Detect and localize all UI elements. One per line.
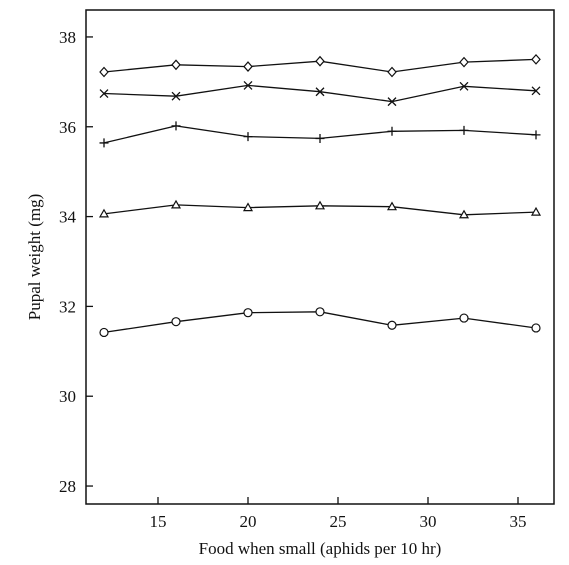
data-point-diamond (531, 53, 541, 65)
series-plus (99, 121, 541, 148)
x-tick-label: 30 (420, 512, 437, 531)
x-axis-label: Food when small (aphids per 10 hr) (199, 539, 442, 558)
data-point-circle (243, 308, 253, 318)
y-tick-label: 36 (59, 118, 76, 137)
data-point-triangle (530, 206, 542, 216)
x-tick-label: 25 (330, 512, 347, 531)
x-tick-label: 35 (510, 512, 527, 531)
plot-frame (85, 9, 555, 505)
y-tick-label: 34 (59, 208, 77, 227)
data-point-circle (531, 323, 541, 333)
data-point-triangle (314, 200, 326, 210)
x-tick-label: 20 (240, 512, 257, 531)
data-point-plus (99, 138, 109, 148)
x-tick-label: 15 (150, 512, 167, 531)
data-point-cross (243, 80, 253, 90)
data-point-triangle (242, 202, 254, 212)
data-point-plus (531, 130, 541, 140)
series-line (103, 84, 537, 103)
series-diamond (99, 53, 541, 78)
data-point-diamond (315, 55, 325, 67)
data-point-diamond (459, 56, 469, 68)
series-cross (99, 80, 541, 107)
data-point-cross (315, 87, 325, 97)
y-tick-label: 28 (59, 477, 76, 496)
series-triangle (98, 199, 542, 219)
data-point-circle (315, 307, 325, 317)
data-point-plus (459, 125, 469, 135)
data-point-circle (459, 313, 469, 323)
data-point-diamond (99, 66, 109, 78)
data-point-cross (171, 91, 181, 101)
data-point-triangle (98, 208, 110, 218)
series-circle (99, 307, 541, 338)
data-point-cross (459, 81, 469, 91)
data-point-circle (387, 320, 397, 330)
data-point-cross (99, 89, 109, 98)
y-tick-label: 32 (59, 297, 76, 316)
data-point-triangle (170, 199, 182, 209)
data-point-plus (315, 133, 325, 143)
y-axis-label: Pupal weight (mg) (25, 194, 44, 321)
data-point-plus (171, 121, 181, 131)
series-layer (98, 53, 542, 338)
data-point-plus (387, 126, 397, 136)
data-point-circle (171, 317, 181, 327)
data-point-circle (99, 327, 109, 338)
data-point-cross (531, 86, 541, 96)
y-tick-label: 30 (59, 387, 76, 406)
data-point-triangle (386, 201, 398, 211)
y-axis: 28 30 32 34 36 38 (59, 28, 93, 496)
data-point-plus (243, 132, 253, 142)
data-point-diamond (243, 61, 253, 72)
data-point-diamond (171, 59, 181, 71)
data-point-triangle (458, 209, 470, 219)
y-tick-label: 38 (59, 28, 76, 47)
data-point-cross (387, 97, 397, 107)
data-point-diamond (387, 66, 397, 78)
x-axis: 15 20 25 30 35 (150, 497, 527, 531)
